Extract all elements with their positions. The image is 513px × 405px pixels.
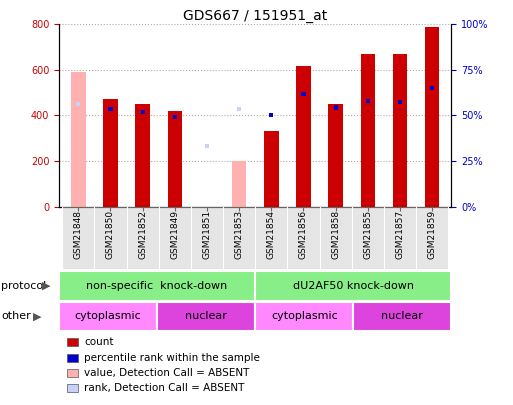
Bar [328,104,343,207]
Bar [108,107,112,111]
Text: value, Detection Call = ABSENT: value, Detection Call = ABSENT [84,368,249,378]
Bar [361,54,375,207]
Text: GSM21855: GSM21855 [363,210,372,259]
Text: GSM21857: GSM21857 [396,210,404,259]
Bar [430,86,434,90]
Bar [103,100,117,207]
Text: ▶: ▶ [33,311,42,321]
Text: GSM21854: GSM21854 [267,210,276,259]
Bar [141,110,145,114]
Bar [416,207,448,269]
Text: nuclear: nuclear [382,311,423,321]
Bar [205,144,209,148]
Bar [425,27,439,207]
Bar [333,105,338,109]
Text: nuclear: nuclear [185,311,227,321]
Bar [393,54,407,207]
Bar [320,207,352,269]
Bar [173,115,177,119]
Text: GSM21850: GSM21850 [106,210,115,259]
Bar [269,113,273,117]
Text: non-specific  knock-down: non-specific knock-down [87,281,228,291]
Bar [157,302,255,331]
Bar [94,207,127,269]
Bar [237,107,241,111]
Bar [255,302,353,331]
Text: protocol: protocol [1,281,46,291]
Bar [135,104,150,207]
Bar [191,207,223,269]
Bar [255,271,451,301]
Bar [76,102,81,106]
Text: GSM21856: GSM21856 [299,210,308,259]
Bar [384,207,416,269]
Title: GDS667 / 151951_at: GDS667 / 151951_at [183,9,327,23]
Text: cytoplasmic: cytoplasmic [271,311,338,321]
Text: other: other [1,311,31,321]
Bar [353,302,451,331]
Text: rank, Detection Call = ABSENT: rank, Detection Call = ABSENT [84,384,245,393]
Bar [59,302,157,331]
Bar [296,66,311,207]
Text: ▶: ▶ [42,281,50,291]
Bar [398,100,402,104]
Bar [287,207,320,269]
Text: GSM21848: GSM21848 [74,210,83,259]
Bar [59,271,255,301]
Text: percentile rank within the sample: percentile rank within the sample [84,353,260,362]
Bar [301,92,306,96]
Text: GSM21853: GSM21853 [234,210,244,259]
Text: count: count [84,337,114,347]
Bar [255,207,287,269]
Bar [366,98,370,103]
Text: cytoplasmic: cytoplasmic [75,311,142,321]
Text: GSM21858: GSM21858 [331,210,340,259]
Bar [159,207,191,269]
Bar [264,131,279,207]
Text: GSM21859: GSM21859 [428,210,437,259]
Bar [62,207,94,269]
Text: GSM21849: GSM21849 [170,210,180,259]
Bar [352,207,384,269]
Text: GSM21852: GSM21852 [138,210,147,259]
Bar [71,72,86,207]
Text: dU2AF50 knock-down: dU2AF50 knock-down [293,281,414,291]
Bar [127,207,159,269]
Bar [223,207,255,269]
Bar [232,161,246,207]
Text: GSM21851: GSM21851 [203,210,211,259]
Bar [168,111,182,207]
